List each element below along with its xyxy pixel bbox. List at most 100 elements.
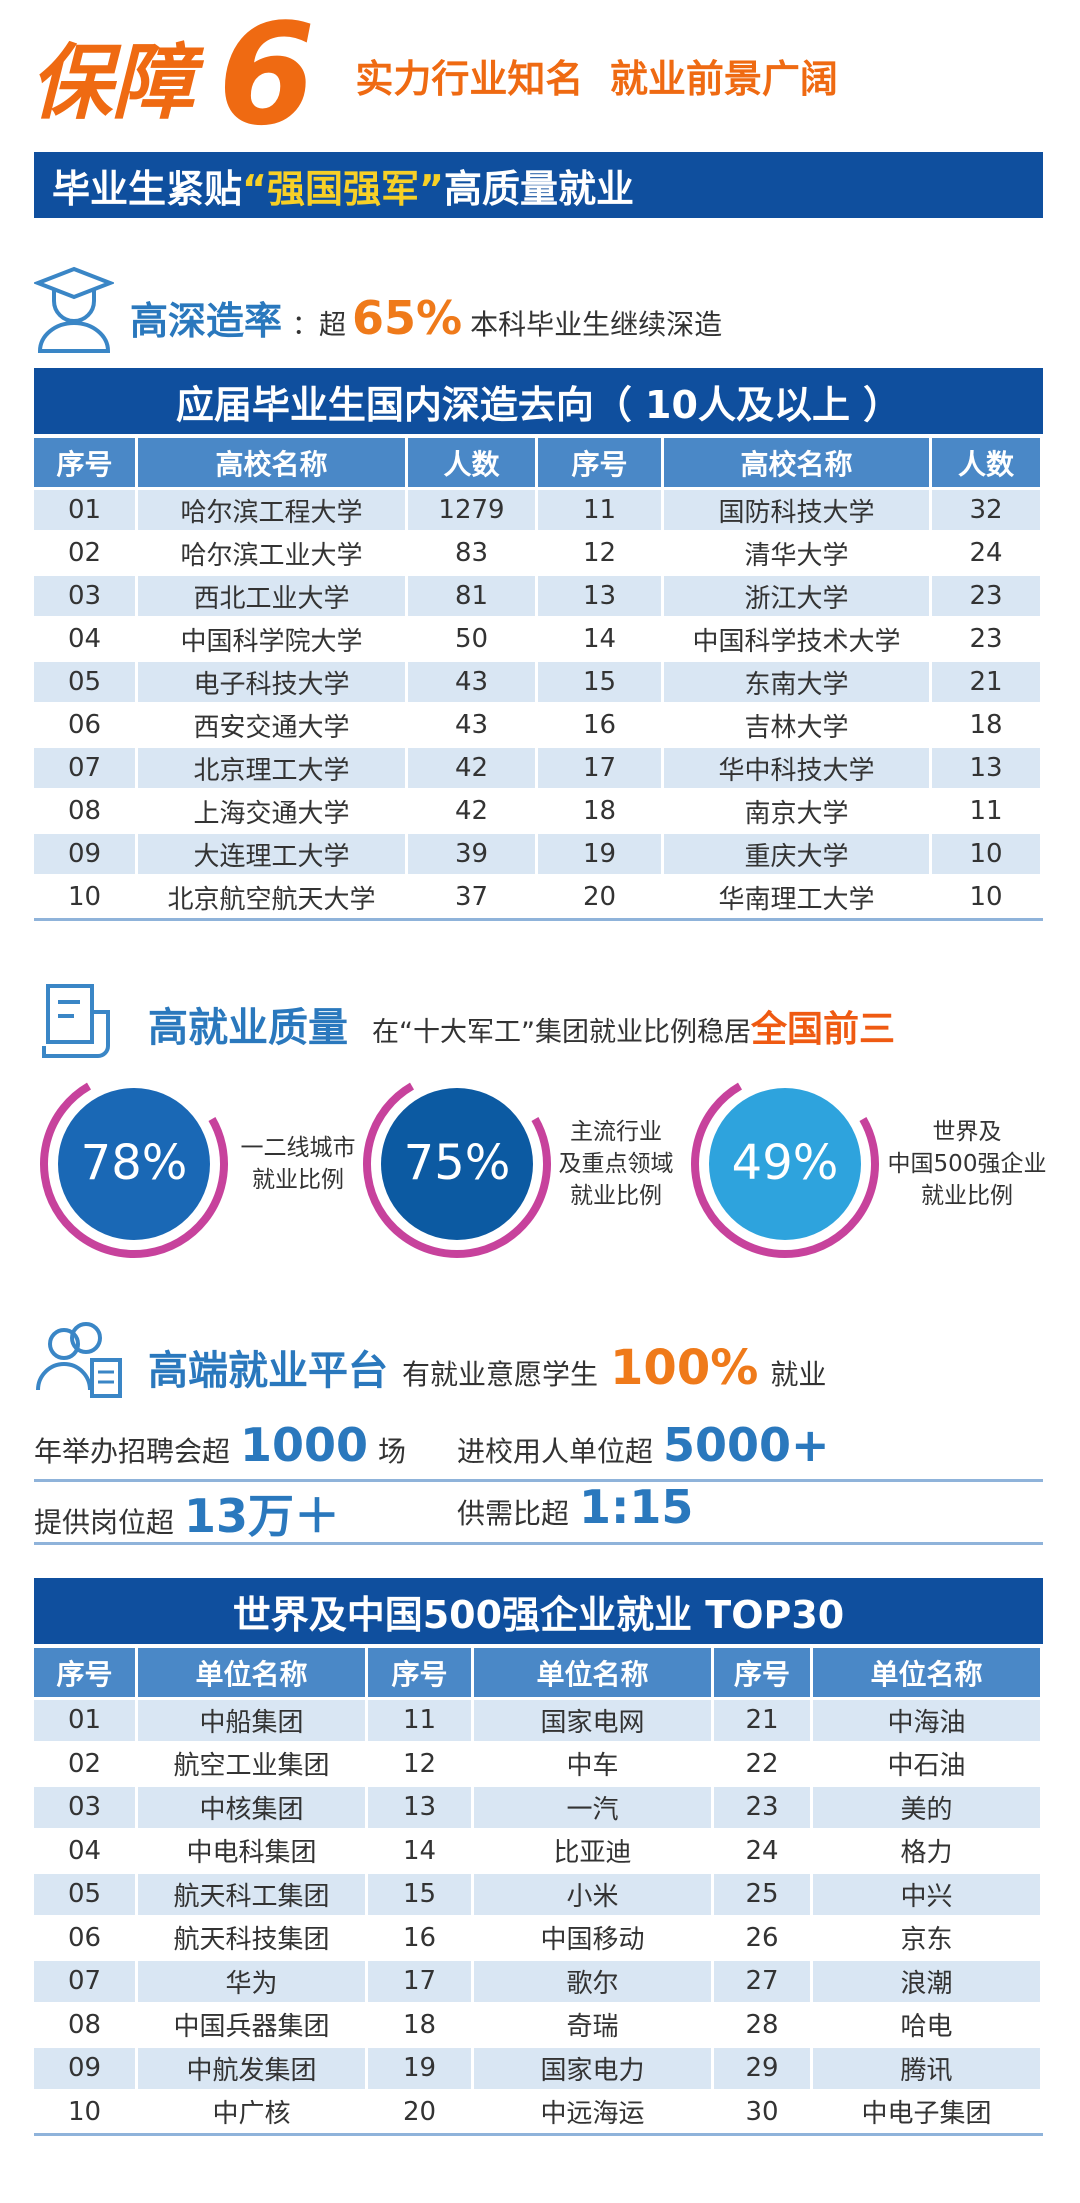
stat-caption: 世界及 中国500强企业 就业比例 — [857, 1116, 1077, 1212]
table-cell: 19 — [368, 2048, 474, 2092]
table-cell: 13 — [368, 1787, 474, 1831]
table-cell: 37 — [408, 877, 538, 920]
table-cell: 02 — [34, 1743, 138, 1787]
table-cell: 15 — [368, 1874, 474, 1918]
table-cell: 中海油 — [813, 1700, 1043, 1744]
table-cell: 国家电力 — [474, 2048, 714, 2092]
caption-line: 及重点领域 — [558, 1151, 674, 1177]
header-number: 6 — [218, 0, 316, 157]
banner: 毕业生紧贴 “强国强军” 高质量就业 — [34, 152, 1043, 218]
fact-suffix: 场 — [378, 1435, 407, 1468]
table-cell: 10 — [932, 834, 1043, 877]
table-cell: 美的 — [813, 1787, 1043, 1831]
table-bottom-rule — [34, 918, 1043, 921]
table-cell: 06 — [34, 705, 138, 748]
table-cell: 15 — [538, 662, 664, 705]
header-title: 保障 — [30, 35, 194, 131]
table-cell: 83 — [408, 533, 538, 576]
fact: 供需比超 1:15 — [457, 1480, 693, 1534]
table-cell: 10 — [34, 877, 138, 920]
table-cell: 29 — [714, 2048, 813, 2092]
table-cell: 27 — [714, 1961, 813, 2005]
table-cell: 39 — [408, 834, 538, 877]
table-cell: 18 — [368, 2004, 474, 2048]
table-cell: 航天科技集团 — [138, 1917, 368, 1961]
column-header: 单位名称 — [474, 1648, 714, 1700]
table-cell: 06 — [34, 1917, 138, 1961]
fact-label: 提供岗位超 — [34, 1506, 175, 1539]
table-bottom-rule — [34, 2133, 1043, 2136]
divider — [34, 1542, 1043, 1545]
column-header: 人数 — [932, 438, 1043, 490]
stat-suffix: 就业 — [770, 1358, 827, 1391]
table-cell: 航天科工集团 — [138, 1874, 368, 1918]
table-cell: 上海交通大学 — [138, 791, 408, 834]
stat-value: 75% — [404, 1135, 511, 1191]
table-cell: 10 — [34, 2091, 138, 2135]
table-cell: 中远海运 — [474, 2091, 714, 2135]
table-cell: 20 — [538, 877, 664, 920]
caption-line: 世界及 — [932, 1119, 1002, 1145]
table-cell: 14 — [368, 1830, 474, 1874]
header: 保障 6 实力行业知名 就业前景广阔 — [30, 0, 838, 157]
column-header: 单位名称 — [138, 1648, 368, 1700]
stat-value: 78% — [81, 1135, 188, 1191]
banner-highlight: “强国强军” — [242, 166, 444, 211]
table-cell: 12 — [368, 1743, 474, 1787]
table-cell: 05 — [34, 1874, 138, 1918]
column-header: 单位名称 — [813, 1648, 1043, 1700]
stat-circle: 78% — [40, 1082, 228, 1258]
section-text: 有就业意愿学生 — [402, 1358, 599, 1391]
table-cell: 歌尔 — [474, 1961, 714, 2005]
platform: 高端就业平台 有就业意愿学生 100% 就业 — [148, 1338, 826, 1396]
table-cell: 01 — [34, 1700, 138, 1744]
table-cell: 28 — [714, 2004, 813, 2048]
table-cell: 22 — [714, 1743, 813, 1787]
people-icon — [36, 1322, 122, 1398]
table-cell: 东南大学 — [664, 662, 932, 705]
table-cell: 中石油 — [813, 1743, 1043, 1787]
table-cell: 21 — [714, 1700, 813, 1744]
table-cell: 大连理工大学 — [138, 834, 408, 877]
table-cell: 20 — [368, 2091, 474, 2135]
table-cell: 清华大学 — [664, 533, 932, 576]
stat-circle: 75% — [363, 1082, 551, 1258]
table-title: 应届毕业生国内深造去向（ 10人及以上 ） — [34, 368, 1043, 434]
fact-label: 年举办招聘会超 — [34, 1435, 231, 1468]
column-header: 高校名称 — [664, 438, 932, 490]
fact-label: 供需比超 — [457, 1497, 570, 1530]
table-cell: 华南理工大学 — [664, 877, 932, 920]
table-cell: 10 — [932, 877, 1043, 920]
table-cell: 中广核 — [138, 2091, 368, 2135]
table-cell: 一汽 — [474, 1787, 714, 1831]
disc — [58, 1088, 210, 1240]
fact: 提供岗位超 13万＋ — [34, 1480, 340, 1546]
section-text: 在“十大军工”集团就业比例稳居 — [372, 1017, 751, 1048]
fact-label: 进校用人单位超 — [457, 1435, 654, 1468]
table-cell: 北京理工大学 — [138, 748, 408, 791]
table-cell: 42 — [408, 748, 538, 791]
divider — [34, 1479, 1043, 1482]
section-highlight: 全国前三 — [750, 1009, 895, 1050]
fact: 年举办招聘会超 1000 场 — [34, 1418, 406, 1472]
table-cell: 中国科学院大学 — [138, 619, 408, 662]
table-cell: 23 — [932, 576, 1043, 619]
stat-prefix: ：超 — [292, 310, 347, 341]
column-header: 序号 — [714, 1648, 813, 1700]
table-cell: 中国兵器集团 — [138, 2004, 368, 2048]
table-cell: 05 — [34, 662, 138, 705]
table-cell: 电子科技大学 — [138, 662, 408, 705]
table-cell: 11 — [932, 791, 1043, 834]
table-cell: 11 — [368, 1700, 474, 1744]
table-title: 世界及中国500强企业就业 TOP30 — [34, 1578, 1043, 1644]
table-cell: 30 — [714, 2091, 813, 2135]
section-title: 高深造率 — [130, 299, 283, 343]
fact-value: 13万＋ — [184, 1489, 341, 1543]
table-cell: 18 — [538, 791, 664, 834]
stat-caption: 一二线城市 就业比例 — [188, 1132, 408, 1196]
table-cell: 哈电 — [813, 2004, 1043, 2048]
table-cell: 03 — [34, 1787, 138, 1831]
table-cell: 中船集团 — [138, 1700, 368, 1744]
table-cell: 42 — [408, 791, 538, 834]
table-cell: 11 — [538, 490, 664, 533]
